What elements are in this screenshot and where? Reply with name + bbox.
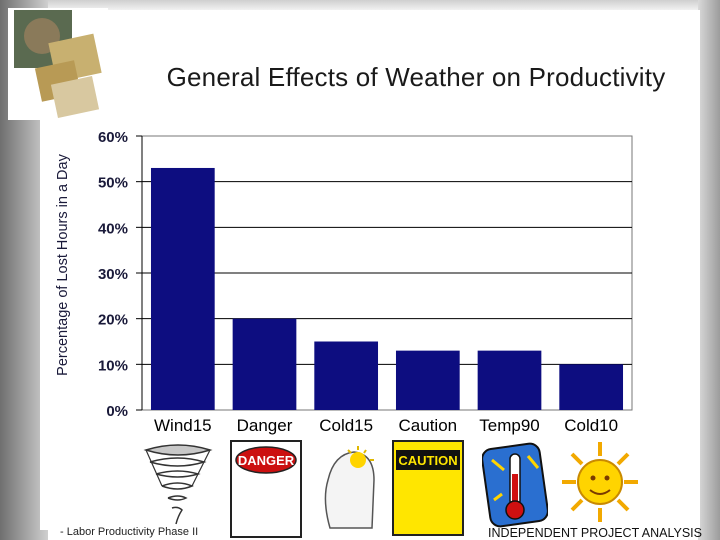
background-photo-right [698,0,720,540]
worker-photo-icon [8,8,108,120]
y-tick-label: 20% [98,312,128,329]
x-tick-label: Temp90 [479,416,539,435]
y-tick-label: 50% [98,175,128,192]
bar [477,350,542,410]
bar [232,318,297,410]
y-tick-label: 40% [98,220,128,237]
weather-icons-row: DANGER CAUTION [0,440,720,538]
caution-sign-icon: CAUTION [392,440,464,536]
bar [314,341,379,410]
danger-sign-icon: DANGER [230,440,302,538]
bar [150,167,215,410]
x-tick-label: Cold10 [564,416,618,435]
thermometer-icon [482,442,548,528]
x-tick-label: Danger [237,416,293,435]
y-axis-label: Percentage of Lost Hours in a Day [55,154,71,376]
x-tick-label: Cold15 [319,416,373,435]
bar-chart: 0% 10% 20% 30% 40% 50% 60% Wind15 Danger Cold15 Ca… [98,129,633,435]
x-tick-label: Caution [399,416,458,435]
danger-sign-text: DANGER [238,453,295,468]
cold-head-icon [324,446,375,529]
page-title: General Effects of Weather on Productivi… [166,62,666,92]
y-tick-label: 10% [98,357,128,374]
tornado-icon [143,444,213,525]
footer-source: - Labor Productivity Phase II [60,526,199,538]
footer-brand: INDEPENDENT PROJECT ANALYSIS [488,526,702,540]
sun-icon [562,442,638,522]
bar [559,364,624,410]
y-tick-label: 0% [106,403,128,420]
y-tick-label: 60% [98,129,128,146]
bar [395,350,460,410]
caution-sign-text: CAUTION [398,453,457,468]
x-tick-label: Wind15 [154,416,212,435]
y-tick-label: 30% [98,266,128,283]
